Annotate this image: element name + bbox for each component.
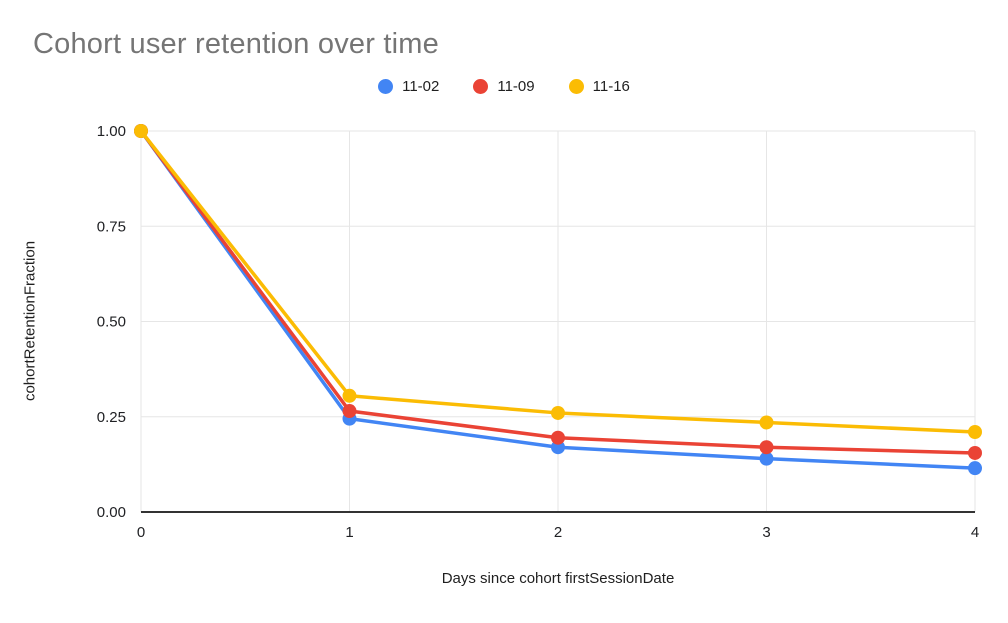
data-point: [551, 430, 565, 445]
legend-item: 11-09: [473, 78, 535, 95]
data-point: [342, 388, 357, 403]
legend-label: 11-02: [402, 78, 440, 95]
y-tick-label: 1.00: [97, 123, 126, 140]
data-point: [759, 440, 774, 455]
x-tick-label: 0: [137, 524, 145, 541]
legend-dot-icon: [568, 79, 584, 94]
legend-dot-icon: [378, 79, 394, 94]
legend-label: 11-09: [497, 78, 535, 95]
y-axis-title: cohortRetentionFraction: [21, 240, 39, 402]
x-tick-label: 2: [554, 524, 562, 541]
data-point: [968, 445, 982, 460]
data-point: [968, 461, 982, 476]
data-point: [759, 415, 774, 430]
legend-label: 11-16: [592, 78, 630, 95]
legend-item: 11-16: [568, 78, 630, 95]
y-tick-label: 0.00: [97, 504, 126, 521]
legend: 11-02 11-09 11-16: [0, 78, 1008, 95]
data-point: [968, 424, 982, 439]
data-point: [551, 405, 565, 420]
x-axis-title: Days since cohort firstSessionDate: [441, 570, 675, 587]
x-tick-label: 1: [345, 524, 353, 541]
x-tick-label: 4: [971, 524, 979, 541]
x-tick-label: 3: [762, 524, 770, 541]
data-point: [342, 404, 357, 419]
chart-title: Cohort user retention over time: [33, 28, 439, 60]
y-tick-label: 0.50: [97, 314, 126, 331]
legend-item: 11-02: [378, 78, 439, 95]
y-tick-label: 0.25: [97, 409, 126, 426]
y-tick-label: 0.75: [97, 218, 126, 235]
data-point: [759, 451, 774, 466]
legend-dot-icon: [473, 79, 489, 94]
data-point: [134, 124, 148, 138]
